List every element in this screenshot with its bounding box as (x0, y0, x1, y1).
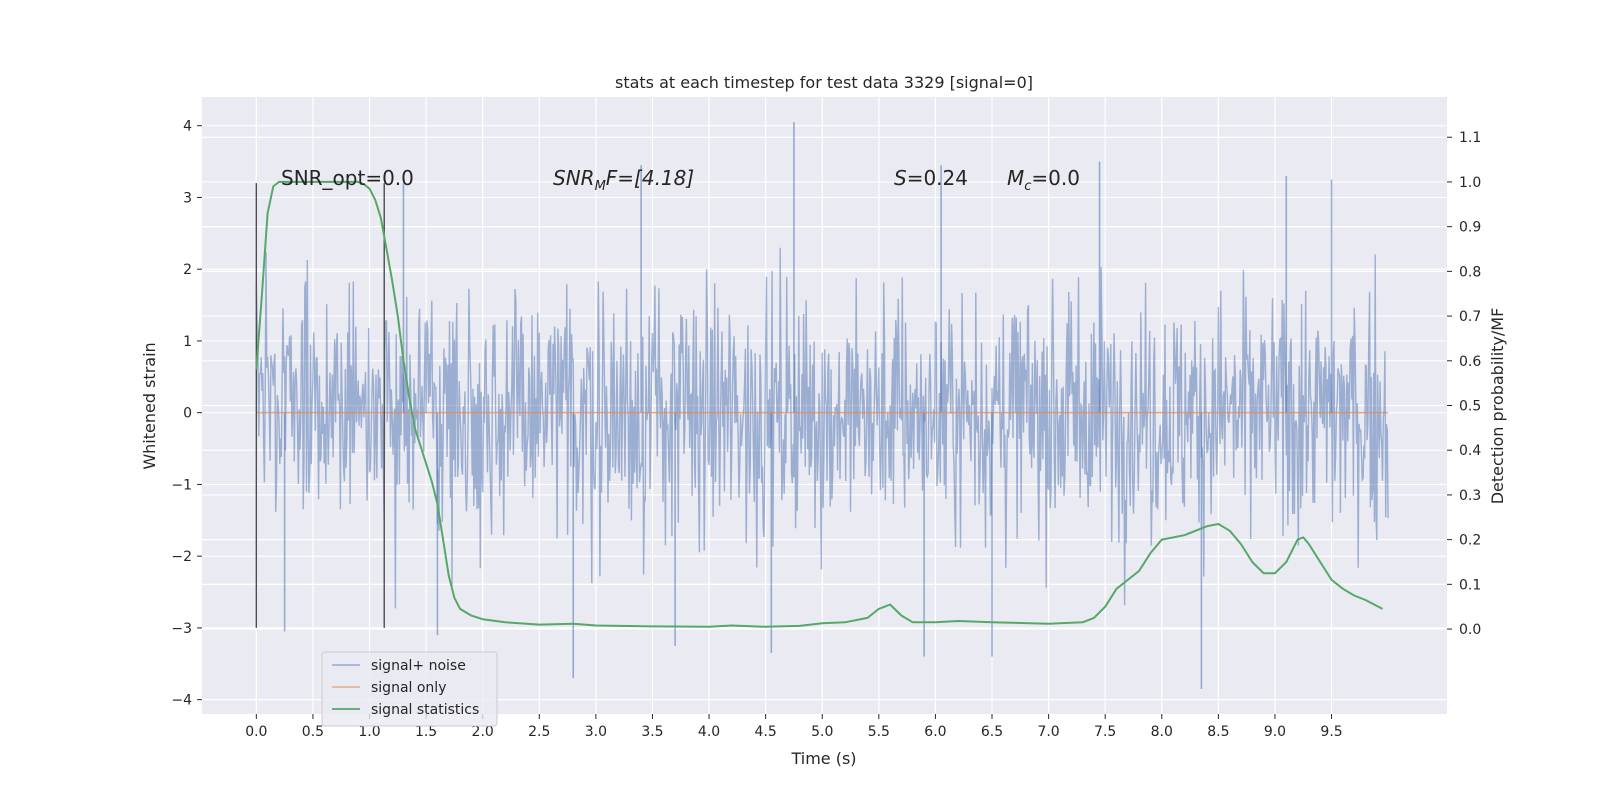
y-right-tick-label: 0.9 (1459, 220, 1481, 236)
signal-plus-noise-series (255, 122, 1389, 689)
x-tick-label: 7.5 (1094, 724, 1116, 740)
y-right-tick-label: 0.1 (1459, 577, 1481, 593)
y-tick-label: −3 (171, 621, 192, 637)
x-tick-label: 9.0 (1264, 724, 1286, 740)
y-right-tick-label: 0.3 (1459, 488, 1481, 504)
y-right-tick-label: 1.1 (1459, 130, 1481, 146)
y-tick-label: −1 (171, 477, 192, 493)
x-tick-label: 0.5 (302, 724, 324, 740)
y-right-tick-label: 1.0 (1459, 175, 1481, 191)
y-right-tick-label: 0.0 (1459, 622, 1481, 638)
y-axis-label: Whitened strain (140, 342, 159, 469)
x-tick-label: 8.0 (1151, 724, 1173, 740)
annotation-snr-mf-sub: M (595, 179, 606, 194)
x-tick-label: 0.0 (245, 724, 267, 740)
y-tick-label: −4 (171, 693, 192, 709)
x-tick-label: 4.5 (755, 724, 777, 740)
y-right-tick-label: 0.6 (1459, 354, 1481, 370)
x-tick-label: 3.0 (585, 724, 607, 740)
tick-labels: 0.0 0.5 1.0 1.5 2.0 2.5 3.0 3.5 4.0 4.5 5.0 5.5 6.0 6… (171, 119, 1481, 740)
x-tick-label: 2.5 (528, 724, 550, 740)
x-axis-label: Time (s) (790, 749, 856, 768)
signal-statistics-line (255, 180, 1383, 628)
y-tick-label: 0 (183, 406, 192, 422)
y-tick-label: 4 (183, 119, 192, 135)
y-right-tick-label: 0.4 (1459, 443, 1481, 459)
x-tick-label: 5.0 (811, 724, 833, 740)
annotation-s-val: =0.24 (907, 166, 968, 190)
legend: signal+ noise signal only signal statist… (321, 651, 498, 727)
legend-label-signal-statistics: signal statistics (371, 702, 479, 718)
vertical-markers (255, 183, 385, 628)
legend-label-signal-only: signal only (371, 680, 446, 696)
y-tick-label: 1 (183, 334, 192, 350)
y-tick-label: 3 (183, 190, 192, 206)
x-tick-label: 4.0 (698, 724, 720, 740)
y-axis-label-right: Detection probability/MF (1488, 308, 1507, 505)
annotation-snr-mf-rest: F=[4.18] (606, 166, 694, 190)
y-right-tick-label: 0.7 (1459, 309, 1481, 325)
x-tick-label: 3.5 (641, 724, 663, 740)
x-tick-label: 5.5 (868, 724, 890, 740)
annotation-mc-var: M (1007, 166, 1024, 190)
annotation-snr-mf: SNRMF=[4.18] (553, 166, 694, 194)
annotation-snr-opt: SNR_opt=0.0 (281, 166, 414, 190)
annotation-s: S=0.24 (894, 166, 968, 190)
legend-label-signal-noise: signal+ noise (371, 658, 466, 674)
y-right-tick-label: 0.8 (1459, 264, 1481, 280)
x-tick-label: 8.5 (1207, 724, 1229, 740)
y-right-tick-label: 0.2 (1459, 533, 1481, 549)
y-right-tick-label: 0.5 (1459, 399, 1481, 415)
y-tick-label: −2 (171, 549, 192, 565)
legend-box (321, 651, 498, 727)
x-tick-label: 7.0 (1037, 724, 1059, 740)
x-tick-label: 1.5 (415, 724, 437, 740)
x-tick-label: 2.0 (472, 724, 494, 740)
annotation-snr-mf-main: SNR (553, 166, 595, 190)
chart-title: stats at each timestep for test data 332… (615, 73, 1033, 92)
x-tick-label: 6.5 (981, 724, 1003, 740)
x-tick-label: 9.5 (1320, 724, 1342, 740)
y-tick-label: 2 (183, 262, 192, 278)
annotation-mc-sub: c (1024, 179, 1031, 194)
annotation-mc-val: =0.0 (1031, 166, 1080, 190)
signal-statistics-series (255, 180, 1383, 628)
x-tick-label: 1.0 (358, 724, 380, 740)
signal-plus-noise-line (255, 247, 1389, 609)
annotation-s-var: S (894, 166, 907, 190)
annotation-mc: Mc=0.0 (1007, 166, 1080, 194)
x-tick-label: 6.0 (924, 724, 946, 740)
